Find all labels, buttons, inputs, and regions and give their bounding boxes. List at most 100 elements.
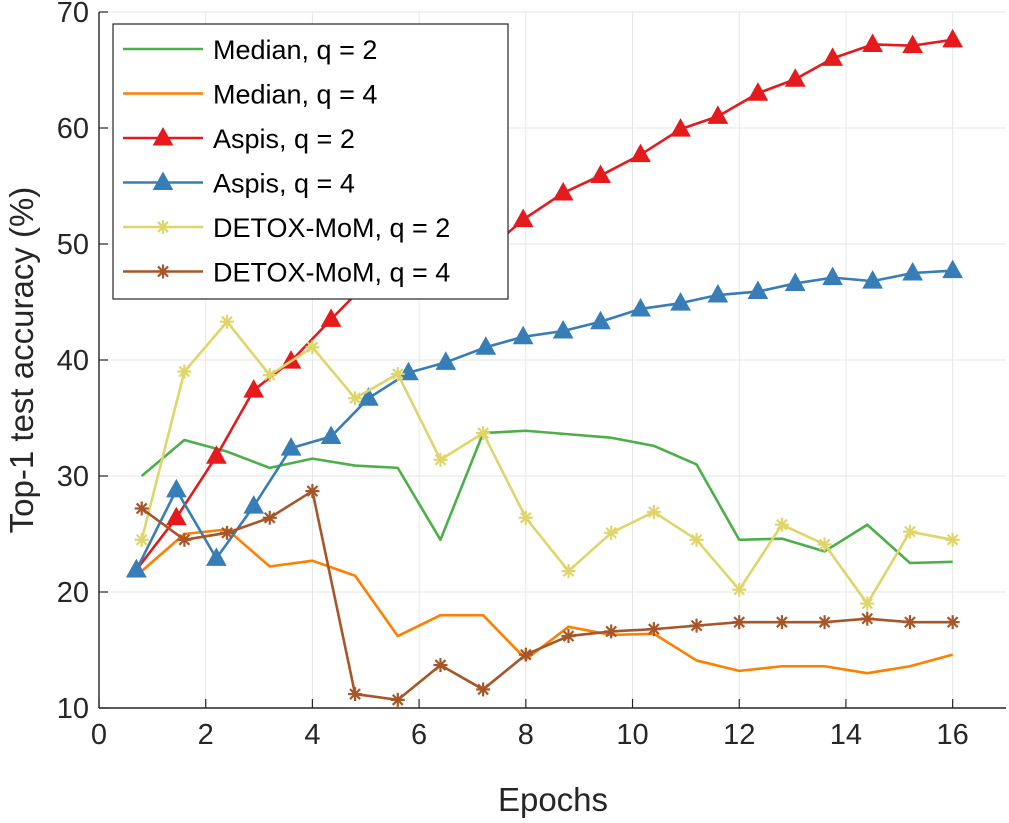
y-tick-label: 20 (57, 577, 89, 609)
legend: Median, q = 2 Median, q = 4 Aspis, q = 2 As… (112, 23, 509, 300)
data-point (902, 615, 917, 630)
axes: 0 2 4 6 8 10 12 14 16 10 20 30 40 50 60 70 (57, 0, 1006, 751)
data-point (177, 532, 192, 547)
series-3 (125, 259, 963, 578)
y-tick-label: 30 (57, 461, 89, 493)
legend-entry: DETOX-MoM, q = 2 (123, 213, 450, 243)
data-point (604, 624, 619, 639)
data-point (774, 517, 789, 532)
series-0 (140, 429, 953, 565)
data-point (902, 524, 917, 539)
data-point (902, 34, 923, 54)
legend-entry: Median, q = 2 (123, 35, 377, 65)
data-point (942, 259, 963, 279)
data-point (206, 547, 227, 566)
data-point (860, 596, 875, 611)
data-point (630, 297, 651, 317)
legend-entry: Median, q = 4 (123, 80, 377, 110)
x-tick-label: 14 (830, 719, 862, 751)
data-point (942, 28, 963, 48)
data-point (774, 615, 789, 630)
legend-label: Aspis, q = 4 (213, 169, 355, 199)
series-line (140, 528, 953, 675)
legend-marker (156, 220, 170, 234)
data-point (305, 484, 320, 499)
y-axis-title: Top-1 test accuracy (%) (3, 187, 40, 534)
data-point (348, 687, 363, 702)
y-tick-label: 50 (57, 229, 89, 261)
x-tick-label: 10 (616, 719, 648, 751)
x-tick-label: 4 (304, 719, 320, 751)
legend-box (112, 23, 509, 300)
data-point (732, 582, 747, 597)
data-point (206, 445, 227, 464)
series-5 (134, 484, 960, 707)
data-point (476, 426, 491, 441)
legend-marker (152, 126, 174, 146)
data-point (220, 314, 235, 329)
data-point (707, 105, 729, 124)
data-point (630, 143, 651, 163)
x-axis-title: Epochs (498, 781, 608, 818)
legend-label: Median, q = 4 (213, 80, 377, 110)
x-tick-label: 2 (198, 719, 214, 751)
data-point (305, 340, 320, 355)
data-point (561, 564, 576, 579)
data-point (784, 272, 806, 291)
data-point (604, 525, 619, 540)
data-point (320, 425, 342, 445)
data-point (243, 379, 265, 398)
legend-entry: Aspis, q = 4 (123, 169, 355, 199)
data-point (646, 622, 661, 637)
data-point (945, 615, 960, 630)
data-point (552, 181, 574, 201)
data-point (433, 658, 448, 673)
data-point (590, 310, 611, 330)
series-group (125, 28, 963, 707)
data-point (134, 501, 149, 516)
x-tick-label: 16 (937, 719, 969, 751)
data-point (475, 336, 497, 355)
data-point (747, 280, 769, 300)
data-point (177, 364, 192, 379)
data-point (689, 532, 704, 547)
data-point (390, 692, 405, 707)
data-point (817, 537, 832, 552)
legend-marker (156, 264, 170, 279)
data-point (358, 387, 379, 406)
legend-label: DETOX-MoM, q = 2 (213, 213, 450, 243)
data-point (476, 682, 491, 697)
data-point (945, 532, 960, 547)
data-point (512, 325, 534, 345)
x-tick-label: 6 (411, 719, 427, 751)
legend-entry: DETOX-MoM, q = 4 (123, 258, 450, 288)
data-point (166, 506, 187, 526)
series-line (140, 320, 953, 605)
data-point (243, 495, 265, 514)
data-point (125, 558, 147, 578)
series-line (135, 269, 953, 571)
data-point (822, 266, 843, 286)
data-point (646, 504, 661, 519)
data-point (817, 615, 832, 630)
data-point (862, 270, 883, 289)
legend-label: DETOX-MoM, q = 4 (213, 258, 450, 288)
data-point (280, 437, 302, 456)
data-point (435, 351, 457, 370)
legend-marker (152, 171, 174, 190)
y-tick-label: 10 (57, 693, 89, 725)
legend-label: Median, q = 2 (213, 35, 377, 65)
data-point (398, 361, 419, 381)
data-point (561, 629, 576, 644)
data-point (262, 368, 277, 383)
data-point (689, 618, 704, 633)
data-point (732, 615, 747, 630)
data-point (822, 47, 843, 66)
data-point (784, 68, 806, 87)
data-point (512, 208, 534, 228)
legend-entry: Aspis, q = 2 (123, 124, 355, 154)
data-point (390, 366, 405, 381)
data-point (707, 284, 729, 303)
series-1 (140, 528, 953, 675)
